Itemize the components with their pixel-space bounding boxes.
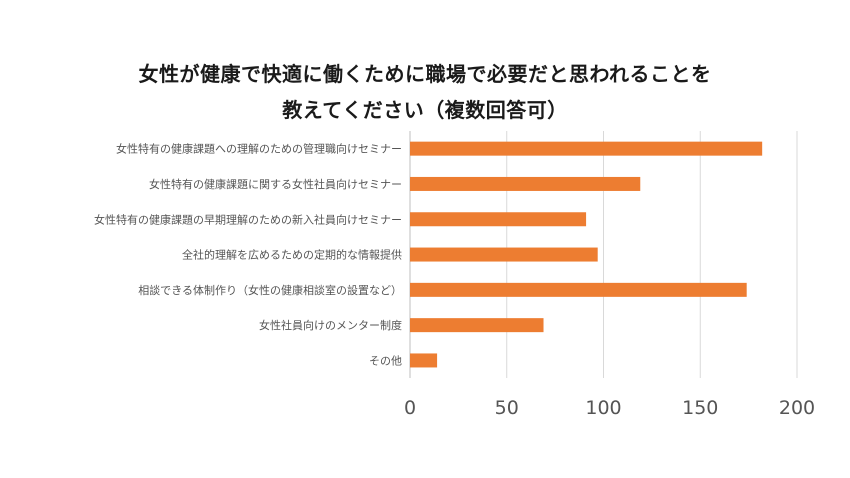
category-label: 全社的理解を広めるための定期的な情報提供 (182, 248, 402, 262)
bar (410, 247, 598, 262)
x-tick-label: 50 (495, 397, 519, 419)
x-tick-label: 100 (585, 397, 621, 419)
bar (410, 282, 747, 297)
x-tick-label: 200 (779, 397, 815, 419)
bar (410, 212, 587, 227)
category-label: 相談できる体制作り（女性の健康相談室の設置など） (138, 283, 402, 297)
category-label: 女性特有の健康課題の早期理解のための新入社員向けセミナー (94, 212, 402, 226)
x-tick-label: 150 (682, 397, 718, 419)
category-label: 女性特有の健康課題への理解のための管理職向けセミナー (116, 142, 402, 156)
category-label: その他 (369, 354, 402, 367)
bar (410, 176, 641, 191)
bar (410, 318, 544, 333)
category-label: 女性社員向けのメンター制度 (259, 318, 402, 332)
bar (410, 141, 763, 156)
bar (410, 353, 438, 368)
chart-title-line-1: 女性が健康で快適に働くために職場で必要だと思われることを (138, 62, 712, 86)
category-label: 女性特有の健康課題に関する女性社員向けセミナー (149, 177, 402, 191)
x-tick-label: 0 (404, 397, 416, 419)
chart-title-line-2: 教えてください（複数回答可） (282, 98, 568, 122)
